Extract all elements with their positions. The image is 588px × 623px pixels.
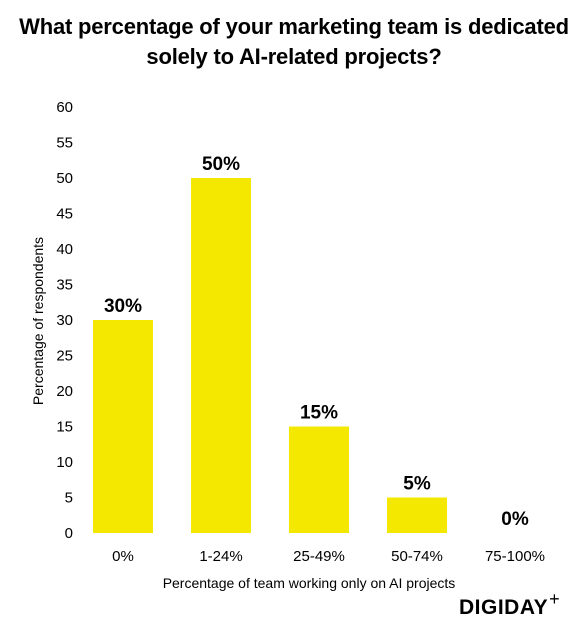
logo-plus-mark: + bbox=[549, 589, 561, 609]
y-tick-label: 50 bbox=[56, 170, 73, 187]
data-labels: 30% 50% 15% 5% 0% bbox=[104, 154, 529, 530]
x-tick-label: 1-24% bbox=[199, 548, 242, 565]
y-axis-title: Percentage of respondents bbox=[30, 237, 46, 405]
x-tick-label: 25-49% bbox=[293, 548, 345, 565]
y-tick-label: 40 bbox=[56, 241, 73, 258]
digiday-logo: DIGIDAY+ bbox=[459, 589, 560, 620]
y-tick-label: 35 bbox=[56, 277, 73, 294]
logo-text: DIGIDAY bbox=[459, 596, 549, 619]
y-tick-label: 45 bbox=[56, 206, 73, 223]
x-axis-title: Percentage of team working only on AI pr… bbox=[163, 575, 456, 591]
x-tick-label: 50-74% bbox=[391, 548, 443, 565]
bar bbox=[93, 320, 153, 533]
bar bbox=[387, 497, 447, 533]
data-label: 30% bbox=[104, 296, 142, 317]
x-tick-label: 75-100% bbox=[485, 548, 545, 565]
y-tick-label: 25 bbox=[56, 348, 73, 365]
y-tick-label: 5 bbox=[65, 490, 73, 507]
bar bbox=[289, 426, 349, 533]
y-tick-label: 20 bbox=[56, 383, 73, 400]
bars bbox=[93, 178, 447, 533]
bar bbox=[191, 178, 251, 533]
data-label: 0% bbox=[501, 509, 529, 530]
x-tick-label: 0% bbox=[112, 548, 134, 565]
data-label: 15% bbox=[300, 403, 338, 424]
y-tick-label: 60 bbox=[56, 99, 73, 116]
y-tick-label: 15 bbox=[56, 419, 73, 436]
data-label: 5% bbox=[403, 474, 431, 495]
data-label: 50% bbox=[202, 154, 240, 175]
y-tick-label: 30 bbox=[56, 312, 73, 329]
chart-title: What percentage of your marketing team i… bbox=[19, 14, 569, 69]
y-tick-label: 55 bbox=[56, 135, 73, 152]
y-axis-ticks: 0 5 10 15 20 25 30 35 40 45 50 55 60 bbox=[56, 99, 73, 542]
y-tick-label: 10 bbox=[56, 454, 73, 471]
y-tick-label: 0 bbox=[65, 525, 73, 542]
x-axis-ticks: 0% 1-24% 25-49% 50-74% 75-100% bbox=[112, 548, 545, 565]
